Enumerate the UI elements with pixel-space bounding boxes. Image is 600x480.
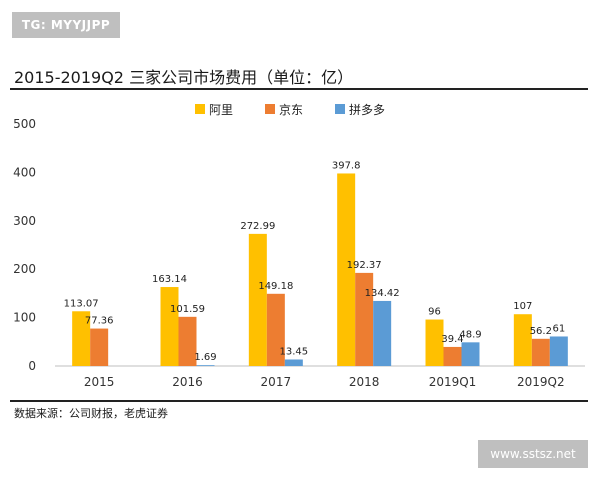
x-tick-label: 2017 bbox=[261, 375, 292, 389]
legend-label: 阿里 bbox=[209, 103, 233, 117]
bar bbox=[337, 173, 356, 366]
bar bbox=[513, 314, 532, 366]
x-tick-label: 2019Q1 bbox=[429, 375, 477, 389]
watermark-top-left: TG: MYYJJPP bbox=[12, 12, 120, 38]
x-tick-label: 2018 bbox=[349, 375, 380, 389]
legend-label: 拼多多 bbox=[349, 103, 385, 117]
data-label: 397.8 bbox=[332, 160, 361, 171]
data-label: 13.45 bbox=[280, 346, 309, 357]
data-label: 101.59 bbox=[170, 304, 205, 315]
x-tick-label: 2016 bbox=[172, 375, 203, 389]
y-tick-label: 300 bbox=[13, 214, 36, 228]
legend-label: 京东 bbox=[279, 103, 303, 117]
y-tick-label: 100 bbox=[13, 311, 36, 325]
bar bbox=[178, 316, 197, 366]
data-label: 192.37 bbox=[347, 260, 382, 271]
bar bbox=[355, 272, 374, 366]
bar bbox=[284, 359, 303, 366]
bar bbox=[531, 338, 550, 366]
source-note: 数据来源：公司财报，老虎证券 bbox=[14, 407, 168, 420]
data-label: 56.2 bbox=[530, 326, 552, 337]
legend-swatch bbox=[195, 104, 205, 114]
bar bbox=[549, 336, 568, 366]
chart-title: 2015-2019Q2 三家公司市场费用（单位：亿） bbox=[14, 68, 354, 87]
bar bbox=[461, 342, 480, 366]
data-label: 107 bbox=[513, 301, 532, 312]
bar bbox=[72, 311, 91, 366]
x-tick-label: 2015 bbox=[84, 375, 115, 389]
y-tick-label: 400 bbox=[13, 165, 36, 179]
y-tick-label: 200 bbox=[13, 262, 36, 276]
x-tick-label: 2019Q2 bbox=[517, 375, 565, 389]
data-label: 96 bbox=[428, 307, 441, 318]
bar bbox=[443, 346, 462, 366]
title-divider bbox=[10, 88, 588, 90]
footer-divider bbox=[10, 400, 588, 402]
legend-swatch bbox=[265, 104, 275, 114]
data-label: 39.4 bbox=[441, 334, 463, 345]
bar bbox=[248, 233, 267, 366]
bar-chart: 0 100 200 300 400 500 113.07 77.36 2015 163.14 101… bbox=[13, 103, 585, 389]
data-label: 113.07 bbox=[64, 298, 99, 309]
bar bbox=[196, 365, 215, 366]
data-label: 77.36 bbox=[85, 316, 114, 327]
data-label: 163.14 bbox=[152, 274, 187, 285]
data-label: 149.18 bbox=[258, 281, 293, 292]
data-label: 1.69 bbox=[194, 352, 216, 363]
bar bbox=[425, 319, 444, 366]
bar bbox=[373, 300, 392, 366]
data-label: 134.42 bbox=[365, 288, 400, 299]
bar bbox=[160, 287, 179, 366]
y-tick-label: 500 bbox=[13, 117, 36, 131]
data-label: 272.99 bbox=[240, 221, 275, 232]
watermark-bottom-right: www.sstsz.net bbox=[478, 440, 588, 468]
data-label: 61 bbox=[552, 323, 565, 334]
data-label: 48.9 bbox=[459, 329, 481, 340]
y-tick-label: 0 bbox=[28, 359, 36, 373]
legend-swatch bbox=[335, 104, 345, 114]
bar bbox=[266, 293, 285, 366]
bar bbox=[90, 328, 109, 366]
